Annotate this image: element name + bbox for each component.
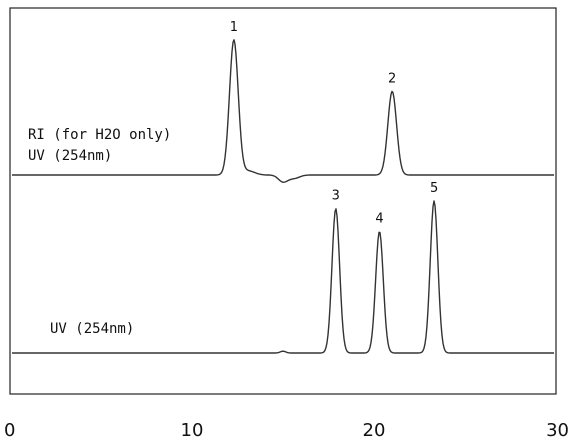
peak-label-5: 5 (430, 181, 438, 196)
traces-layer (12, 39, 554, 354)
x-axis-ticks: 0 10 20 30 (4, 420, 569, 441)
x-tick-label: 0 (4, 420, 15, 441)
upper-trace-label-ri: RI (for H2O only) (28, 127, 171, 143)
trace-line-upper (12, 39, 554, 183)
x-tick-label: 30 (546, 420, 569, 441)
peak-label-4: 4 (375, 211, 383, 226)
plot-frame (9, 7, 557, 395)
lower-trace-label-uv: UV (254nm) (50, 321, 134, 337)
trace-labels-layer: RI (for H2O only) UV (254nm) UV (254nm) (28, 127, 171, 337)
x-tick-label: 20 (363, 420, 386, 441)
peak-label-2: 2 (388, 71, 396, 86)
trace-line-lower (12, 200, 554, 354)
x-tick-label: 10 (181, 420, 204, 441)
peak-label-3: 3 (332, 189, 340, 204)
peak-label-1: 1 (230, 20, 238, 35)
peak-labels-layer: 1 2 3 4 5 (230, 20, 438, 226)
upper-trace-label-uv: UV (254nm) (28, 148, 112, 164)
